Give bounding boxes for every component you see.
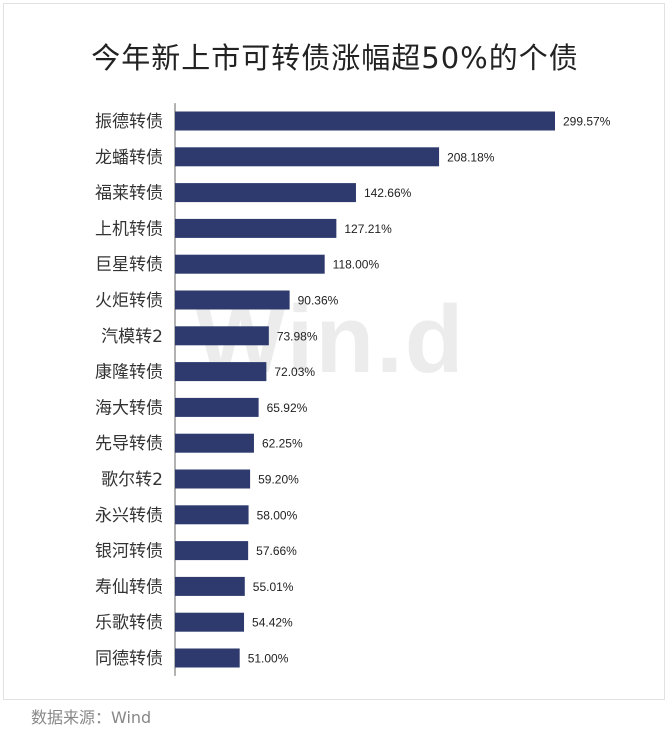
value-label: 118.00% bbox=[333, 258, 380, 272]
bar bbox=[175, 469, 251, 489]
category-label: 巨星转债 bbox=[95, 255, 163, 275]
bar bbox=[175, 147, 440, 167]
value-label: 62.25% bbox=[262, 437, 303, 451]
source-note: 数据来源：Wind bbox=[31, 708, 152, 727]
category-label: 乐歌转债 bbox=[95, 613, 163, 633]
value-label: 72.03% bbox=[274, 365, 315, 379]
value-label: 58.00% bbox=[257, 508, 298, 522]
value-label: 55.01% bbox=[253, 580, 294, 594]
bar bbox=[175, 541, 249, 561]
bar bbox=[175, 612, 245, 632]
category-label: 振德转债 bbox=[95, 112, 163, 132]
value-label: 59.20% bbox=[258, 473, 299, 487]
category-label: 福莱转债 bbox=[95, 184, 163, 204]
category-label: 永兴转债 bbox=[95, 506, 163, 526]
value-label: 90.36% bbox=[298, 294, 339, 308]
value-label: 57.66% bbox=[256, 544, 297, 558]
bar bbox=[175, 433, 254, 453]
category-label: 先导转债 bbox=[95, 434, 163, 454]
bar bbox=[175, 254, 325, 274]
value-label: 142.66% bbox=[364, 186, 412, 200]
value-label: 54.42% bbox=[252, 616, 293, 630]
value-label: 299.57% bbox=[563, 115, 611, 129]
bar bbox=[175, 290, 290, 310]
bar bbox=[175, 218, 337, 238]
value-label: 208.18% bbox=[447, 150, 495, 164]
category-label: 海大转债 bbox=[95, 398, 163, 418]
chart-title: 今年新上市可转债涨幅超50%的个债 bbox=[91, 41, 579, 75]
bar-chart: 振德转债 299.57% 龙蟠转债 208.18% 福莱转债 142.66% 上机转债 127… bbox=[95, 103, 611, 676]
category-label: 康隆转债 bbox=[95, 363, 163, 383]
bar bbox=[175, 576, 245, 596]
category-label: 上机转债 bbox=[95, 219, 163, 239]
bars-group: 振德转债 299.57% 龙蟠转债 208.18% 福莱转债 142.66% 上机转债 127… bbox=[95, 111, 611, 669]
category-label: 银河转债 bbox=[95, 542, 163, 562]
category-label: 寿仙转债 bbox=[95, 577, 163, 597]
category-label: 火炬转债 bbox=[95, 291, 163, 311]
value-label: 73.98% bbox=[277, 329, 318, 343]
value-label: 127.21% bbox=[344, 222, 392, 236]
category-label: 龙蟠转债 bbox=[95, 148, 163, 168]
value-label: 65.92% bbox=[267, 401, 308, 415]
category-label: 同德转债 bbox=[95, 649, 163, 669]
bar bbox=[175, 326, 269, 346]
category-label: 汽模转2 bbox=[101, 327, 163, 347]
bar bbox=[175, 505, 249, 525]
bar bbox=[175, 397, 259, 417]
bar bbox=[175, 183, 356, 203]
bar bbox=[175, 111, 555, 131]
bar bbox=[175, 362, 267, 382]
value-label: 51.00% bbox=[248, 652, 289, 666]
bar bbox=[175, 648, 240, 668]
category-label: 歌尔转2 bbox=[101, 470, 163, 490]
